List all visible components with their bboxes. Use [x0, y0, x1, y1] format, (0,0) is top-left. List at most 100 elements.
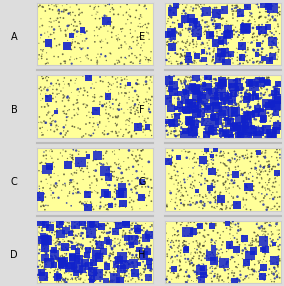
Point [196, 106, 201, 111]
Point [66, 11, 71, 16]
Point [149, 199, 154, 203]
Point [198, 277, 202, 282]
Point [247, 135, 251, 139]
Point [62, 82, 67, 86]
Point [273, 176, 277, 181]
Point [187, 117, 191, 121]
Point [201, 30, 206, 35]
Point [60, 259, 64, 264]
Point [102, 169, 107, 174]
Point [268, 51, 273, 55]
Point [215, 101, 219, 106]
Point [178, 30, 182, 34]
Point [272, 91, 276, 95]
Point [63, 184, 68, 188]
Point [139, 15, 144, 19]
Point [189, 106, 194, 110]
Point [48, 16, 53, 21]
Point [77, 19, 82, 24]
Point [132, 266, 137, 271]
Point [40, 238, 45, 243]
Point [257, 80, 262, 84]
Point [165, 83, 170, 88]
Point [78, 160, 83, 164]
Point [92, 221, 96, 226]
Point [214, 247, 219, 252]
Point [257, 172, 262, 176]
Point [39, 160, 44, 165]
Point [188, 110, 193, 115]
Point [56, 157, 60, 162]
Point [87, 154, 91, 159]
Point [212, 19, 217, 23]
Point [76, 232, 81, 236]
Point [104, 269, 108, 274]
Point [201, 76, 205, 80]
Point [198, 120, 202, 124]
Point [67, 230, 72, 235]
Point [205, 196, 209, 201]
Point [212, 266, 217, 271]
Point [165, 119, 170, 124]
Point [200, 86, 205, 91]
Point [237, 57, 242, 61]
Point [244, 80, 248, 85]
Point [61, 9, 66, 14]
Point [261, 114, 266, 119]
Point [194, 94, 199, 98]
Point [211, 120, 216, 125]
Point [57, 24, 61, 29]
Point [199, 164, 204, 169]
Point [253, 166, 258, 170]
Point [267, 178, 271, 182]
Point [275, 273, 279, 277]
Point [257, 32, 262, 37]
Point [74, 76, 79, 81]
Point [57, 265, 62, 270]
Point [211, 97, 215, 102]
Point [230, 269, 235, 273]
Point [127, 230, 131, 235]
Point [205, 11, 209, 15]
Point [270, 55, 274, 59]
Point [63, 183, 68, 187]
Point [235, 157, 240, 162]
Point [213, 19, 218, 23]
Point [262, 84, 266, 88]
Point [238, 38, 243, 43]
Point [66, 277, 70, 282]
Point [182, 80, 187, 85]
Point [57, 240, 61, 244]
Point [190, 125, 194, 130]
Point [247, 90, 252, 95]
Point [136, 275, 141, 280]
Point [40, 23, 45, 28]
Point [62, 220, 66, 224]
Point [124, 269, 129, 273]
Point [217, 106, 221, 111]
Point [170, 34, 175, 39]
Point [48, 186, 53, 190]
Point [85, 46, 90, 50]
Point [169, 16, 174, 20]
Point [178, 260, 183, 264]
Text: H: H [138, 250, 146, 260]
Point [269, 255, 273, 259]
Point [36, 275, 41, 280]
Point [113, 114, 118, 119]
Point [135, 148, 140, 152]
Point [172, 164, 177, 168]
Point [229, 221, 233, 226]
Point [191, 262, 196, 267]
Point [171, 83, 176, 88]
Point [74, 240, 78, 245]
Point [261, 265, 266, 270]
Point [218, 36, 222, 41]
Point [208, 33, 212, 37]
Point [98, 270, 103, 275]
Point [196, 55, 201, 60]
Point [191, 263, 195, 268]
Point [38, 92, 43, 96]
Point [193, 86, 198, 90]
Point [148, 268, 152, 273]
